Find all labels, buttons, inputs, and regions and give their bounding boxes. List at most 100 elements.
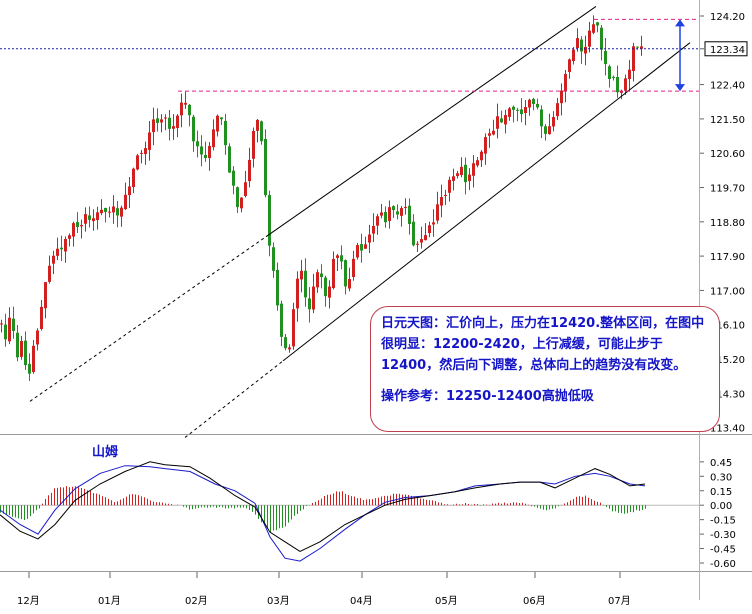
candle-body xyxy=(180,102,183,116)
candle-body xyxy=(252,130,255,159)
candle-body xyxy=(580,39,583,52)
range-arrow-head-down xyxy=(675,84,685,92)
candle-body xyxy=(152,119,155,133)
candle-body xyxy=(372,225,375,234)
price-tick-label: 123.34 xyxy=(710,45,745,56)
candle-body xyxy=(440,197,443,206)
candle-body xyxy=(388,207,391,221)
macd-tick-label: -0.30 xyxy=(710,530,736,541)
price-tick-label: 117.90 xyxy=(710,252,745,263)
candle-body xyxy=(552,117,555,127)
x-tick-label: 01月 xyxy=(98,595,121,607)
candle-body xyxy=(524,107,527,114)
macd-signal-line xyxy=(0,465,646,562)
candle-body xyxy=(312,286,315,310)
candle-body xyxy=(100,209,103,214)
candle-body xyxy=(300,270,303,280)
candle-body xyxy=(116,208,119,216)
candle-body xyxy=(412,221,415,246)
channel-upper-line xyxy=(265,6,597,238)
candle-body xyxy=(564,74,567,92)
candle-body xyxy=(284,337,287,349)
candle-body xyxy=(364,244,367,249)
candle-body xyxy=(200,146,203,155)
candle-body xyxy=(28,363,31,374)
candle-body xyxy=(4,324,7,340)
candle-body xyxy=(336,255,339,258)
candle-body xyxy=(556,103,559,117)
candle-body xyxy=(96,212,99,220)
candle-body xyxy=(604,50,607,65)
candle-body xyxy=(328,286,331,298)
candle-body xyxy=(384,211,387,223)
candle-body xyxy=(36,330,39,345)
candle-body xyxy=(620,90,623,93)
candle-body xyxy=(360,244,363,251)
candle-body xyxy=(340,255,343,262)
candle-body xyxy=(32,345,35,372)
candle-body xyxy=(476,160,479,166)
candle-body xyxy=(368,234,371,243)
candle-body xyxy=(420,239,423,243)
price-tick-label: 113.40 xyxy=(710,424,745,435)
candle-body xyxy=(452,176,455,181)
candle-body xyxy=(0,323,3,325)
macd-tick-label: -0.60 xyxy=(710,559,736,570)
candle-body xyxy=(500,118,503,123)
macd-tick-label: -0.45 xyxy=(710,545,736,556)
range-arrow-head-up xyxy=(675,19,685,27)
channel-lower-extension xyxy=(184,360,284,438)
candle-body xyxy=(404,206,407,209)
candle-body xyxy=(108,211,111,213)
candle-body xyxy=(136,155,139,170)
price-tick-label: 121.50 xyxy=(710,115,745,126)
candle-body xyxy=(148,132,151,150)
macd-tick-label: 0.45 xyxy=(710,458,732,469)
candle-body xyxy=(396,211,399,215)
candle-body xyxy=(512,106,515,110)
candle-body xyxy=(640,46,643,49)
candle-body xyxy=(324,277,327,297)
candle-body xyxy=(576,38,579,48)
candle-body xyxy=(560,90,563,104)
candle-body xyxy=(232,170,235,186)
candle-body xyxy=(240,197,243,209)
candle-body xyxy=(624,78,627,91)
candle-body xyxy=(80,225,83,227)
analysis-note-text: 日元天图：汇价向上，压力在12420.整体区间，在图中很明显：12200-242… xyxy=(381,316,705,373)
candle-body xyxy=(140,152,143,154)
candle-body xyxy=(416,243,419,245)
candle-body xyxy=(628,69,631,80)
candle-body xyxy=(448,179,451,193)
candle-body xyxy=(596,22,599,26)
price-tick-label: 117.00 xyxy=(710,286,745,297)
candle-body xyxy=(456,173,459,177)
candle-body xyxy=(48,265,51,282)
candle-body xyxy=(76,221,79,228)
candle-body xyxy=(588,30,591,47)
macd-pane xyxy=(0,461,700,562)
candle-body xyxy=(608,66,611,80)
candle-body xyxy=(304,270,307,298)
x-tick-label: 02月 xyxy=(185,595,208,607)
analysis-note-reference: 操作参考：12250-12400高抛低吸 xyxy=(381,389,594,404)
candle-body xyxy=(296,278,299,309)
candle-body xyxy=(528,99,531,108)
macd-tick-label: 0.15 xyxy=(710,487,732,498)
candle-body xyxy=(392,206,395,211)
candle-body xyxy=(244,182,247,196)
candle-body xyxy=(276,269,279,306)
candle-body xyxy=(204,154,207,159)
price-tick-label: 122.40 xyxy=(710,81,745,92)
candle-body xyxy=(132,168,135,188)
candle-body xyxy=(104,207,107,212)
candle-body xyxy=(12,318,15,331)
candle-body xyxy=(64,238,67,252)
candle-body xyxy=(516,109,519,111)
x-tick-label: 04月 xyxy=(350,595,373,607)
candle-body xyxy=(572,49,575,62)
candle-body xyxy=(52,255,55,264)
candle-body xyxy=(236,187,239,208)
candle-body xyxy=(592,24,595,33)
candle-body xyxy=(428,225,431,234)
